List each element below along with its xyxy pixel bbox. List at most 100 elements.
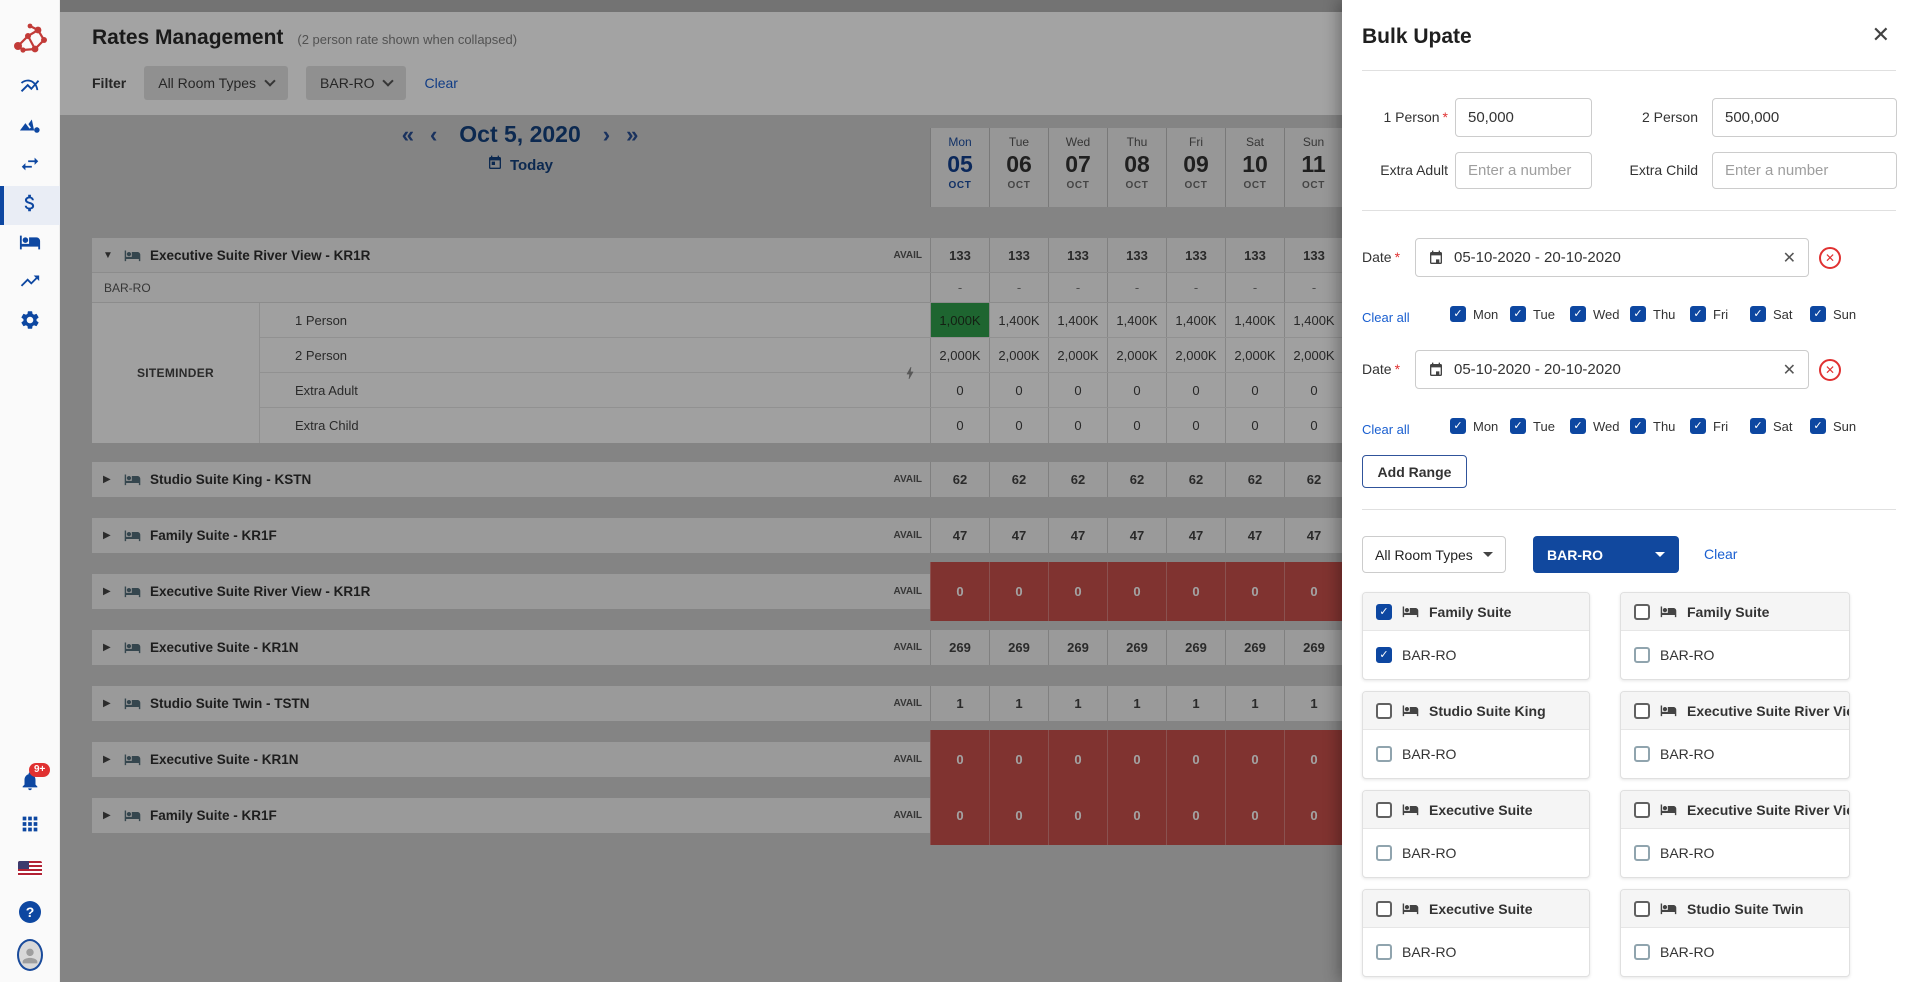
expand-icon[interactable]: ▶ [103, 474, 111, 485]
weekday-checkbox-item[interactable]: Tue [1510, 418, 1570, 434]
date-range-input[interactable]: 05-10-2020 - 20-10-2020 ✕ [1415, 238, 1809, 277]
weekday-checkbox-item[interactable]: Thu [1630, 306, 1690, 322]
rate-cell[interactable]: 0 [1166, 373, 1225, 407]
rate-plan-checkbox[interactable] [1376, 845, 1392, 861]
checkbox[interactable] [1750, 418, 1766, 434]
clear-all-days-link[interactable]: Clear all [1362, 422, 1410, 437]
room-type-card-header[interactable]: Executive Suite [1363, 791, 1589, 829]
sidebar-item-performance[interactable] [0, 69, 60, 108]
rate-cell[interactable]: 2,000K [1284, 338, 1343, 372]
rate-cell[interactable]: 2,000K [1107, 338, 1166, 372]
weekday-checkbox-item[interactable]: Thu [1630, 418, 1690, 434]
rate-plan-checkbox[interactable] [1376, 647, 1392, 663]
weekday-checkbox-item[interactable]: Tue [1510, 306, 1570, 322]
extra-adult-input[interactable] [1455, 152, 1592, 189]
rate-cell[interactable]: 1,400K [1107, 303, 1166, 337]
checkbox[interactable] [1630, 418, 1646, 434]
prev-week-icon[interactable]: « [401, 121, 414, 147]
room-type-card-header[interactable]: Family Suite [1363, 593, 1589, 631]
extra-child-input[interactable] [1712, 152, 1897, 189]
rate-cell[interactable]: 2,000K [989, 338, 1048, 372]
language-button[interactable] [17, 856, 43, 882]
profile-button[interactable] [17, 939, 43, 971]
room-group-header[interactable]: ▶ Studio Suite King - KSTN AVAIL 62 62 62 6… [92, 462, 1343, 497]
room-group-header[interactable]: ▶ Executive Suite - KR1N AVAIL 269 269 269… [92, 630, 1343, 665]
rate-plan-filter-dropdown[interactable]: BAR-RO [306, 66, 407, 100]
room-group-header[interactable]: ▼ Executive Suite River View - KR1R AVAI… [92, 238, 1343, 272]
rate-plan-checkbox[interactable] [1634, 746, 1650, 762]
rate-cell[interactable]: 1,400K [1225, 303, 1284, 337]
rate-plan-checkbox[interactable] [1634, 647, 1650, 663]
rate-cell[interactable]: 0 [930, 373, 989, 407]
rate-cell[interactable]: 0 [1225, 408, 1284, 443]
prev-day-icon[interactable]: ‹ [429, 121, 438, 147]
rate-cell[interactable]: 1,400K [1048, 303, 1107, 337]
room-type-card-header[interactable]: Executive Suite [1363, 890, 1589, 928]
current-date[interactable]: Oct 5, 2020 [459, 121, 581, 147]
weekday-checkbox-item[interactable]: Mon [1450, 418, 1510, 434]
remove-range-button[interactable]: ✕ [1819, 247, 1841, 269]
checkbox[interactable] [1750, 306, 1766, 322]
rate-cell[interactable]: 0 [1166, 408, 1225, 443]
room-type-card-header[interactable]: Family Suite [1621, 593, 1849, 631]
room-type-checkbox[interactable] [1634, 900, 1650, 917]
room-type-card-header[interactable]: Studio Suite Twin [1621, 890, 1849, 928]
weekday-checkbox-item[interactable]: Wed [1570, 418, 1630, 434]
sidebar-item-rooms[interactable] [0, 225, 60, 264]
rate-cell[interactable]: 0 [1225, 373, 1284, 407]
expand-icon[interactable]: ▶ [103, 642, 111, 653]
two-person-input[interactable] [1712, 98, 1897, 137]
room-type-card-header[interactable]: Studio Suite King [1363, 692, 1589, 730]
clear-all-days-link[interactable]: Clear all [1362, 310, 1410, 325]
room-type-checkbox[interactable] [1634, 801, 1650, 818]
expand-icon[interactable]: ▶ [103, 810, 111, 821]
rate-cell[interactable]: 1,400K [1166, 303, 1225, 337]
rate-cell[interactable]: 1,400K [1284, 303, 1343, 337]
room-type-checkbox[interactable] [1376, 603, 1392, 620]
rate-cell[interactable]: 2,000K [1048, 338, 1107, 372]
next-day-icon[interactable]: › [602, 121, 611, 147]
rate-cell[interactable]: 0 [989, 373, 1048, 407]
weekday-checkbox-item[interactable]: Sun [1810, 418, 1870, 434]
weekday-checkbox-item[interactable]: Mon [1450, 306, 1510, 322]
rate-plan-checkbox[interactable] [1634, 845, 1650, 861]
clear-filters-link[interactable]: Clear [424, 75, 458, 91]
rate-cell[interactable]: 0 [1107, 373, 1166, 407]
checkbox[interactable] [1450, 418, 1466, 434]
room-type-card-header[interactable]: Executive Suite River View [1621, 791, 1849, 829]
rate-cell[interactable]: 2,000K [1166, 338, 1225, 372]
sidebar-item-settings[interactable] [0, 303, 60, 342]
close-icon[interactable]: ✕ [1871, 22, 1890, 47]
expand-icon[interactable]: ▶ [103, 586, 111, 597]
room-type-card-header[interactable]: Executive Suite River View [1621, 692, 1849, 730]
panel-clear-link[interactable]: Clear [1704, 546, 1738, 562]
bulk-update-bolt-icon[interactable] [902, 363, 918, 383]
weekday-checkbox-item[interactable]: Sun [1810, 306, 1870, 322]
room-type-filter-dropdown[interactable]: All Room Types [144, 66, 289, 100]
remove-range-button[interactable]: ✕ [1819, 359, 1841, 381]
checkbox[interactable] [1630, 306, 1646, 322]
rate-cell[interactable]: 0 [1284, 373, 1343, 407]
weekday-checkbox-item[interactable]: Fri [1690, 306, 1750, 322]
rate-cell[interactable]: 0 [930, 408, 989, 443]
room-group-header[interactable]: ▶ Family Suite - KR1F AVAIL 47 47 47 47 47 47… [92, 518, 1343, 553]
one-person-input[interactable] [1455, 98, 1592, 137]
rate-cell[interactable]: 0 [989, 408, 1048, 443]
room-type-checkbox[interactable] [1634, 702, 1650, 719]
weekday-checkbox-item[interactable]: Wed [1570, 306, 1630, 322]
sidebar-item-channel-sync[interactable] [0, 147, 60, 186]
rate-cell[interactable]: 2,000K [1225, 338, 1284, 372]
rate-cell[interactable]: 2,000K [930, 338, 989, 372]
notifications-button[interactable]: 9+ [17, 763, 51, 796]
next-week-icon[interactable]: » [626, 121, 639, 147]
rate-plan-checkbox[interactable] [1376, 746, 1392, 762]
sidebar-item-forecast[interactable] [0, 108, 60, 147]
panel-rate-plan-select[interactable]: BAR-RO [1533, 536, 1679, 573]
date-range-input[interactable]: 05-10-2020 - 20-10-2020 ✕ [1415, 350, 1809, 389]
checkbox[interactable] [1690, 306, 1706, 322]
checkbox[interactable] [1690, 418, 1706, 434]
rate-cell[interactable]: 1,400K [989, 303, 1048, 337]
expand-icon[interactable]: ▶ [103, 754, 111, 765]
